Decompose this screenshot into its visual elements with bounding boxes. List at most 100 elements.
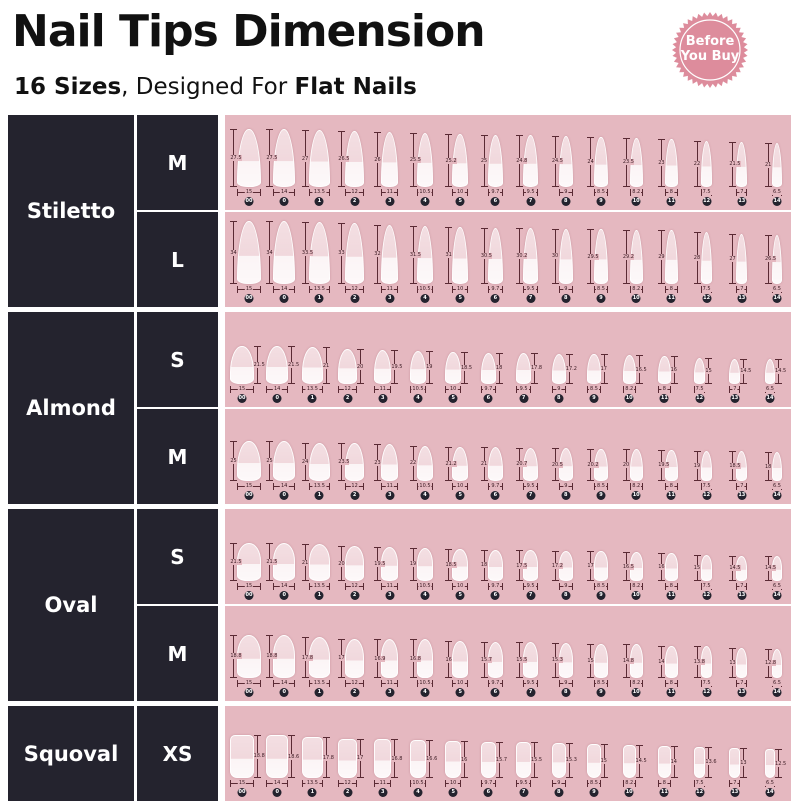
size-number-badge: 2	[350, 197, 360, 206]
size-number-badge: 14	[772, 294, 782, 303]
nail-tip: 21.5 15 00	[229, 509, 264, 604]
width-label: 8.5	[589, 386, 599, 392]
length-label: 33.5	[301, 250, 314, 256]
width-label: 8.5	[596, 680, 606, 686]
size-number-badge: 8	[561, 491, 571, 500]
nail-tip: 27 13.5 1	[299, 115, 334, 210]
size-number-badge: 7	[526, 491, 536, 500]
width-label: 7.5	[694, 386, 705, 392]
length-label: 24	[301, 458, 309, 465]
size-number-badge: 11	[666, 591, 676, 600]
width-label: 9.7	[483, 780, 494, 786]
length-label: 15	[693, 564, 701, 571]
nail-tip: 25.2 10 5	[440, 115, 475, 210]
width-label: 8.2	[624, 780, 635, 786]
width-label: 6.5	[772, 483, 782, 489]
size-number-badge: 13	[737, 591, 747, 600]
nail-tip: 13.8 7.5 12	[687, 606, 722, 701]
size-number-badge: 1	[307, 788, 317, 797]
width-label: 9.5	[525, 583, 536, 589]
size-number-badge: 7	[519, 788, 529, 797]
length-label: 21	[480, 461, 488, 468]
length-label: 29.2	[622, 253, 634, 260]
nail-tip: 21.5 14 0	[264, 312, 300, 407]
nail-tip: 17 8.5 9	[581, 312, 616, 407]
length-label: 12.8	[764, 660, 777, 667]
length-label: 21.5	[729, 161, 741, 168]
width-label: 12	[343, 386, 352, 392]
size-number-badge: 14	[772, 591, 782, 600]
length-label: 17.2	[565, 365, 577, 372]
size-number-badge: 10	[631, 688, 641, 697]
nail-tip: 16.5 8.2 10	[616, 509, 651, 604]
size-number-badge: 14	[765, 394, 775, 403]
size-label: S	[137, 509, 218, 604]
nail-shape	[273, 221, 296, 284]
nail-tip: 20.7 9.5 7	[511, 409, 546, 504]
nail-tip: 25 15 00	[229, 409, 264, 504]
width-label: 7	[739, 483, 745, 489]
size-number-badge: 12	[702, 491, 712, 500]
size-number-badge: 11	[666, 688, 676, 697]
size-number-badge: 12	[702, 688, 712, 697]
nail-tip: 18.5 10 5	[440, 509, 475, 604]
length-label: 18.8	[266, 653, 278, 660]
length-label: 16	[445, 656, 452, 663]
size-number-badge: 1	[307, 394, 317, 403]
nail-shape	[516, 742, 531, 778]
size-number-badge: 2	[343, 788, 353, 797]
nail-tip: 19 10.5 4	[405, 312, 440, 407]
width-label: 6.5	[772, 583, 782, 589]
length-label: 15.7	[480, 656, 492, 663]
nail-shape	[345, 546, 364, 581]
width-label: 8	[668, 680, 674, 686]
nail-tip: 30.5 9.7 6	[475, 212, 510, 307]
nail-shape	[381, 132, 399, 187]
nail-shape	[409, 350, 427, 384]
length-label: 13	[740, 760, 747, 767]
width-label: 11	[385, 583, 394, 589]
length-label: 13	[729, 660, 736, 667]
nail-tip: 20 12 2	[335, 509, 370, 604]
width-label: 8.5	[596, 483, 606, 489]
width-label: 6.5	[765, 780, 775, 786]
length-label: 14.5	[635, 758, 647, 765]
width-label: 14	[273, 780, 282, 786]
length-label: 19.5	[391, 363, 403, 370]
width-label: 11	[385, 680, 394, 686]
size-number-badge: 3	[385, 688, 395, 697]
nail-shape	[445, 741, 461, 778]
nail-tip: 18 9.7 6	[475, 312, 510, 407]
width-label: 8.2	[631, 189, 642, 195]
length-label: 27	[729, 256, 736, 263]
size-number-badge: 7	[526, 197, 536, 206]
length-label: 17.2	[551, 562, 563, 569]
size-number-badge: 2	[350, 591, 360, 600]
length-label: 31	[445, 252, 452, 259]
length-label: 17	[587, 563, 594, 570]
size-number-badge: 5	[448, 394, 458, 403]
length-label: 16	[460, 756, 468, 763]
length-label: 27	[301, 155, 309, 162]
size-number-badge: 8	[561, 197, 571, 206]
seal-icon	[672, 12, 748, 88]
nail-tip: 18 6.5 14	[757, 409, 792, 504]
size-number-badge: 13	[730, 788, 740, 797]
size-number-badge: 00	[237, 788, 247, 797]
nail-tip: 21 13.5 1	[299, 509, 334, 604]
length-label: 15.5	[516, 657, 528, 664]
nail-tip: 16.5 8.2 10	[616, 312, 651, 407]
size-number-badge: 00	[244, 294, 254, 303]
size-number-badge: 9	[589, 394, 599, 403]
width-label: 8.5	[596, 189, 606, 195]
nail-tip: 16 10 5	[440, 606, 475, 701]
width-label: 14	[280, 189, 289, 195]
size-number-badge: 9	[596, 197, 606, 206]
size-number-badge: 0	[272, 788, 282, 797]
size-number-badge: 4	[420, 197, 430, 206]
length-label: 16	[670, 367, 677, 373]
nail-shape	[374, 739, 392, 778]
width-label: 13.5	[312, 286, 326, 292]
width-label: 11	[378, 780, 387, 786]
length-label: 15	[587, 657, 594, 664]
